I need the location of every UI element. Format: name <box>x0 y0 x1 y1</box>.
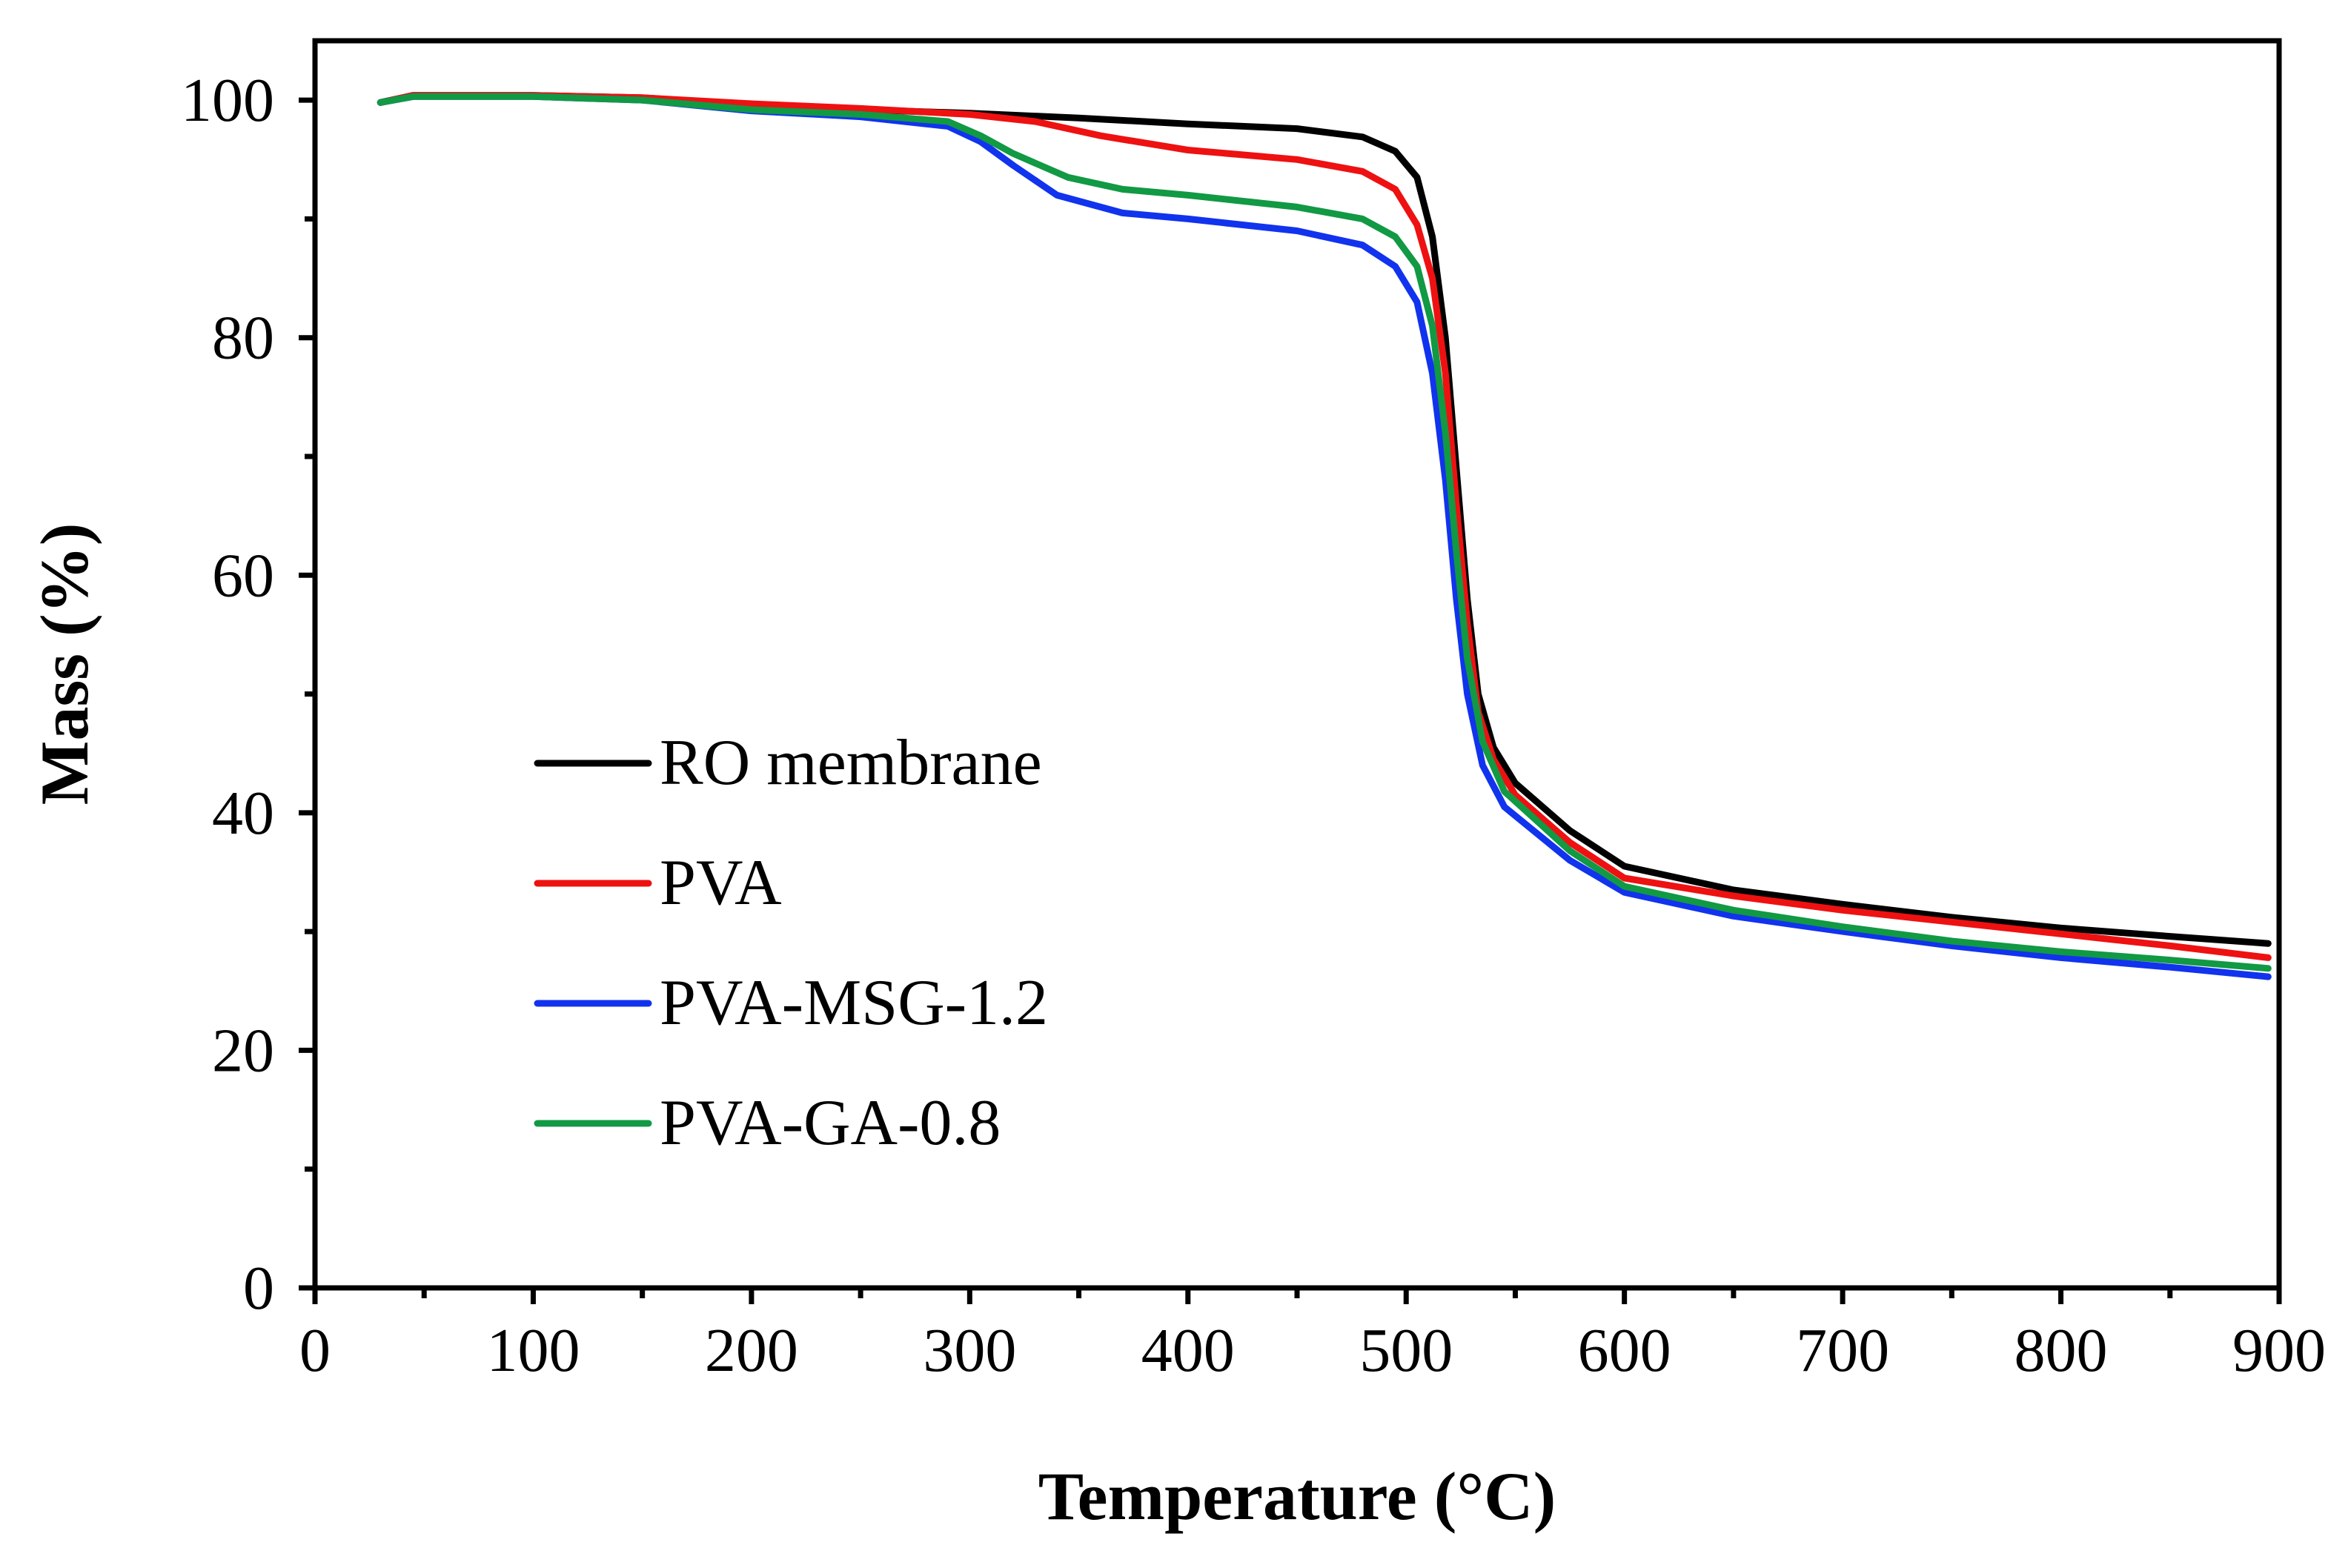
x-tick-label: 300 <box>923 1316 1016 1385</box>
legend-label: RO membrane <box>660 727 1042 799</box>
legend-item: RO membrane <box>534 727 1042 799</box>
x-tick-label: 500 <box>1359 1316 1453 1385</box>
x-tick-label: 600 <box>1578 1316 1671 1385</box>
y-tick-label: 60 <box>212 541 274 610</box>
legend-label: PVA-MSG-1.2 <box>660 967 1048 1039</box>
x-tick-label: 100 <box>486 1316 580 1385</box>
legend-item: PVA-MSG-1.2 <box>534 967 1048 1039</box>
series-line <box>377 92 2272 961</box>
y-tick-label: 0 <box>243 1254 274 1323</box>
axis-ticks <box>299 97 2282 1304</box>
legend: RO membrane PVA PVA-MSG-1.2 PVA-GA-0.8 <box>534 727 1048 1159</box>
x-tick-label: 700 <box>1796 1316 1889 1385</box>
series-layer <box>377 92 2272 980</box>
series-line <box>377 93 2272 972</box>
legend-item: PVA <box>534 847 782 919</box>
series-line <box>377 93 2272 980</box>
x-tick-label: 900 <box>2232 1316 2326 1385</box>
legend-item: PVA-GA-0.8 <box>534 1087 1001 1159</box>
legend-label: PVA <box>660 847 782 919</box>
x-tick-label: 0 <box>299 1316 331 1385</box>
x-tick-label: 800 <box>2015 1316 2108 1385</box>
axis-tick-labels: 0 100 200 300 400 500 600 700 800 900 0 20 40 60 80 100 <box>181 66 2326 1385</box>
y-tick-label: 40 <box>212 779 274 848</box>
legend-label: PVA-GA-0.8 <box>660 1087 1001 1159</box>
y-tick-label: 100 <box>181 66 274 135</box>
x-tick-label: 200 <box>705 1316 798 1385</box>
y-tick-label: 80 <box>212 304 274 373</box>
y-axis-title: Mass (%) <box>27 523 102 805</box>
series-line <box>377 92 2272 947</box>
y-tick-label: 20 <box>212 1016 274 1085</box>
x-tick-label: 400 <box>1141 1316 1235 1385</box>
x-axis-title: Temperature (°C) <box>1038 1458 1556 1534</box>
